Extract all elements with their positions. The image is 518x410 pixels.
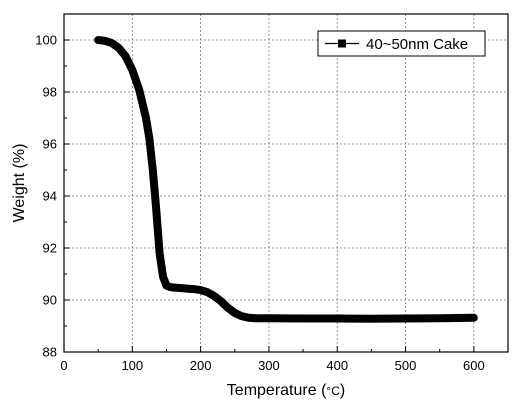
legend: 40~50nm Cake — [317, 30, 486, 57]
series-line — [94, 36, 478, 323]
y-axis-title: Weight (%) — [11, 144, 28, 223]
series-layer — [94, 36, 478, 323]
x-tick-label: 100 — [121, 358, 143, 373]
x-tick-label: 0 — [60, 358, 67, 373]
x-tick-label: 500 — [395, 358, 417, 373]
y-tick-label: 100 — [35, 33, 57, 48]
y-tick-label: 94 — [43, 189, 57, 204]
legend-label: 40~50nm Cake — [366, 36, 468, 53]
x-axis-title-text: Temperature ( — [227, 382, 327, 399]
plot-frame — [63, 13, 509, 353]
x-tick-label: 300 — [258, 358, 280, 373]
x-axis-unit: °C — [326, 384, 340, 398]
x-tick-label: 400 — [326, 358, 348, 373]
y-tick-label: 88 — [43, 345, 57, 360]
legend-marker — [338, 39, 346, 48]
tick-labels: 0 100 200 300 400 500 600 88 90 92 94 96 98 100 — [35, 33, 484, 374]
x-axis-title-close: ) — [340, 382, 345, 399]
y-tick-label: 92 — [43, 241, 57, 256]
x-tick-label: 600 — [463, 358, 485, 373]
y-tick-label: 98 — [43, 85, 57, 100]
x-tick-label: 200 — [190, 358, 212, 373]
y-tick-label: 90 — [43, 293, 57, 308]
y-tick-label: 96 — [43, 137, 57, 152]
x-axis-title: Temperature (°C) — [227, 382, 345, 399]
